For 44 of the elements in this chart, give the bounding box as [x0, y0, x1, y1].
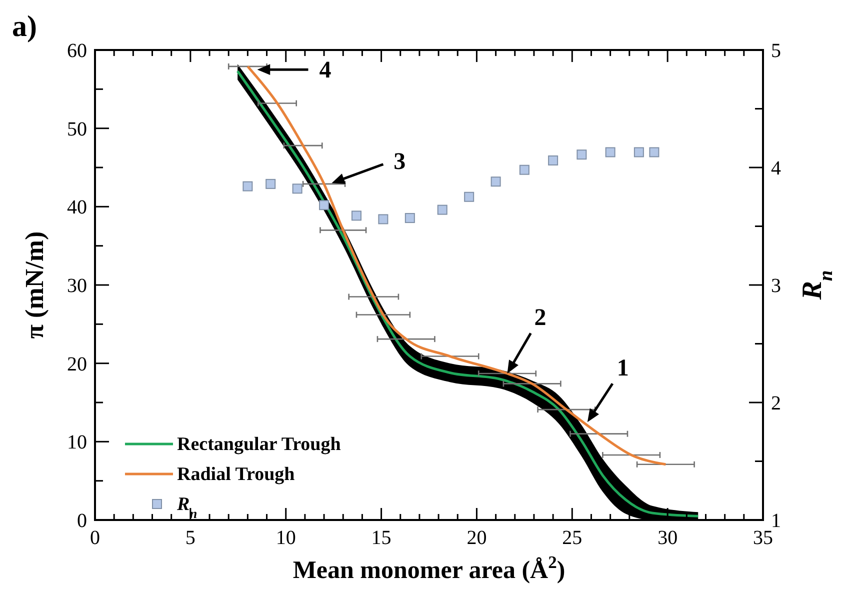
y-tick-label: 60	[67, 40, 87, 62]
annotation: 2	[534, 304, 546, 331]
text: a)	[12, 10, 37, 43]
legend-label: Radial Trough	[177, 464, 296, 485]
x-axis-title: Mean monomer area (Å$^{2}$)	[292, 552, 566, 584]
annotation: 3	[394, 149, 406, 176]
point	[605, 147, 616, 158]
point	[634, 147, 644, 158]
x-tick-label: 20	[466, 527, 487, 549]
point	[292, 184, 302, 194]
y-tick-label: 50	[67, 118, 87, 140]
point	[548, 155, 558, 166]
y-tick-label: 20	[67, 353, 87, 376]
y2-tick-label: 3	[771, 275, 781, 297]
x-tick-label: 25	[562, 527, 582, 549]
y-tick-label: 10	[67, 432, 87, 454]
x-tick-label: 10	[276, 527, 296, 549]
y-axis-title: π (mN/m)	[20, 231, 49, 339]
y-tick-label: 0	[77, 510, 87, 532]
point	[319, 200, 330, 210]
point	[266, 178, 276, 189]
x-tick-label: 15	[371, 527, 392, 549]
x-tick-label: 30	[658, 527, 678, 549]
annotation: 1	[616, 356, 629, 382]
x-tick-label: 35	[753, 527, 773, 549]
point	[404, 213, 415, 224]
y2-tick-label: 1	[771, 510, 781, 532]
y-tick-label: 30	[67, 275, 87, 297]
point	[378, 214, 388, 224]
point	[464, 192, 474, 202]
annotation: 4	[319, 58, 332, 84]
y2-tick-label: 5	[771, 40, 781, 62]
point	[242, 181, 253, 192]
point	[437, 204, 448, 215]
point	[490, 176, 501, 187]
point	[649, 147, 660, 158]
y2-tick-label: 4	[771, 158, 781, 180]
point	[519, 164, 530, 175]
point	[351, 210, 362, 221]
y2-tick-label: 2	[771, 392, 781, 414]
legend-label: Rectangular Trough	[177, 434, 342, 455]
y-tick-label: 40	[67, 196, 87, 219]
point	[576, 150, 587, 160]
x-tick-label: 5	[185, 527, 196, 549]
